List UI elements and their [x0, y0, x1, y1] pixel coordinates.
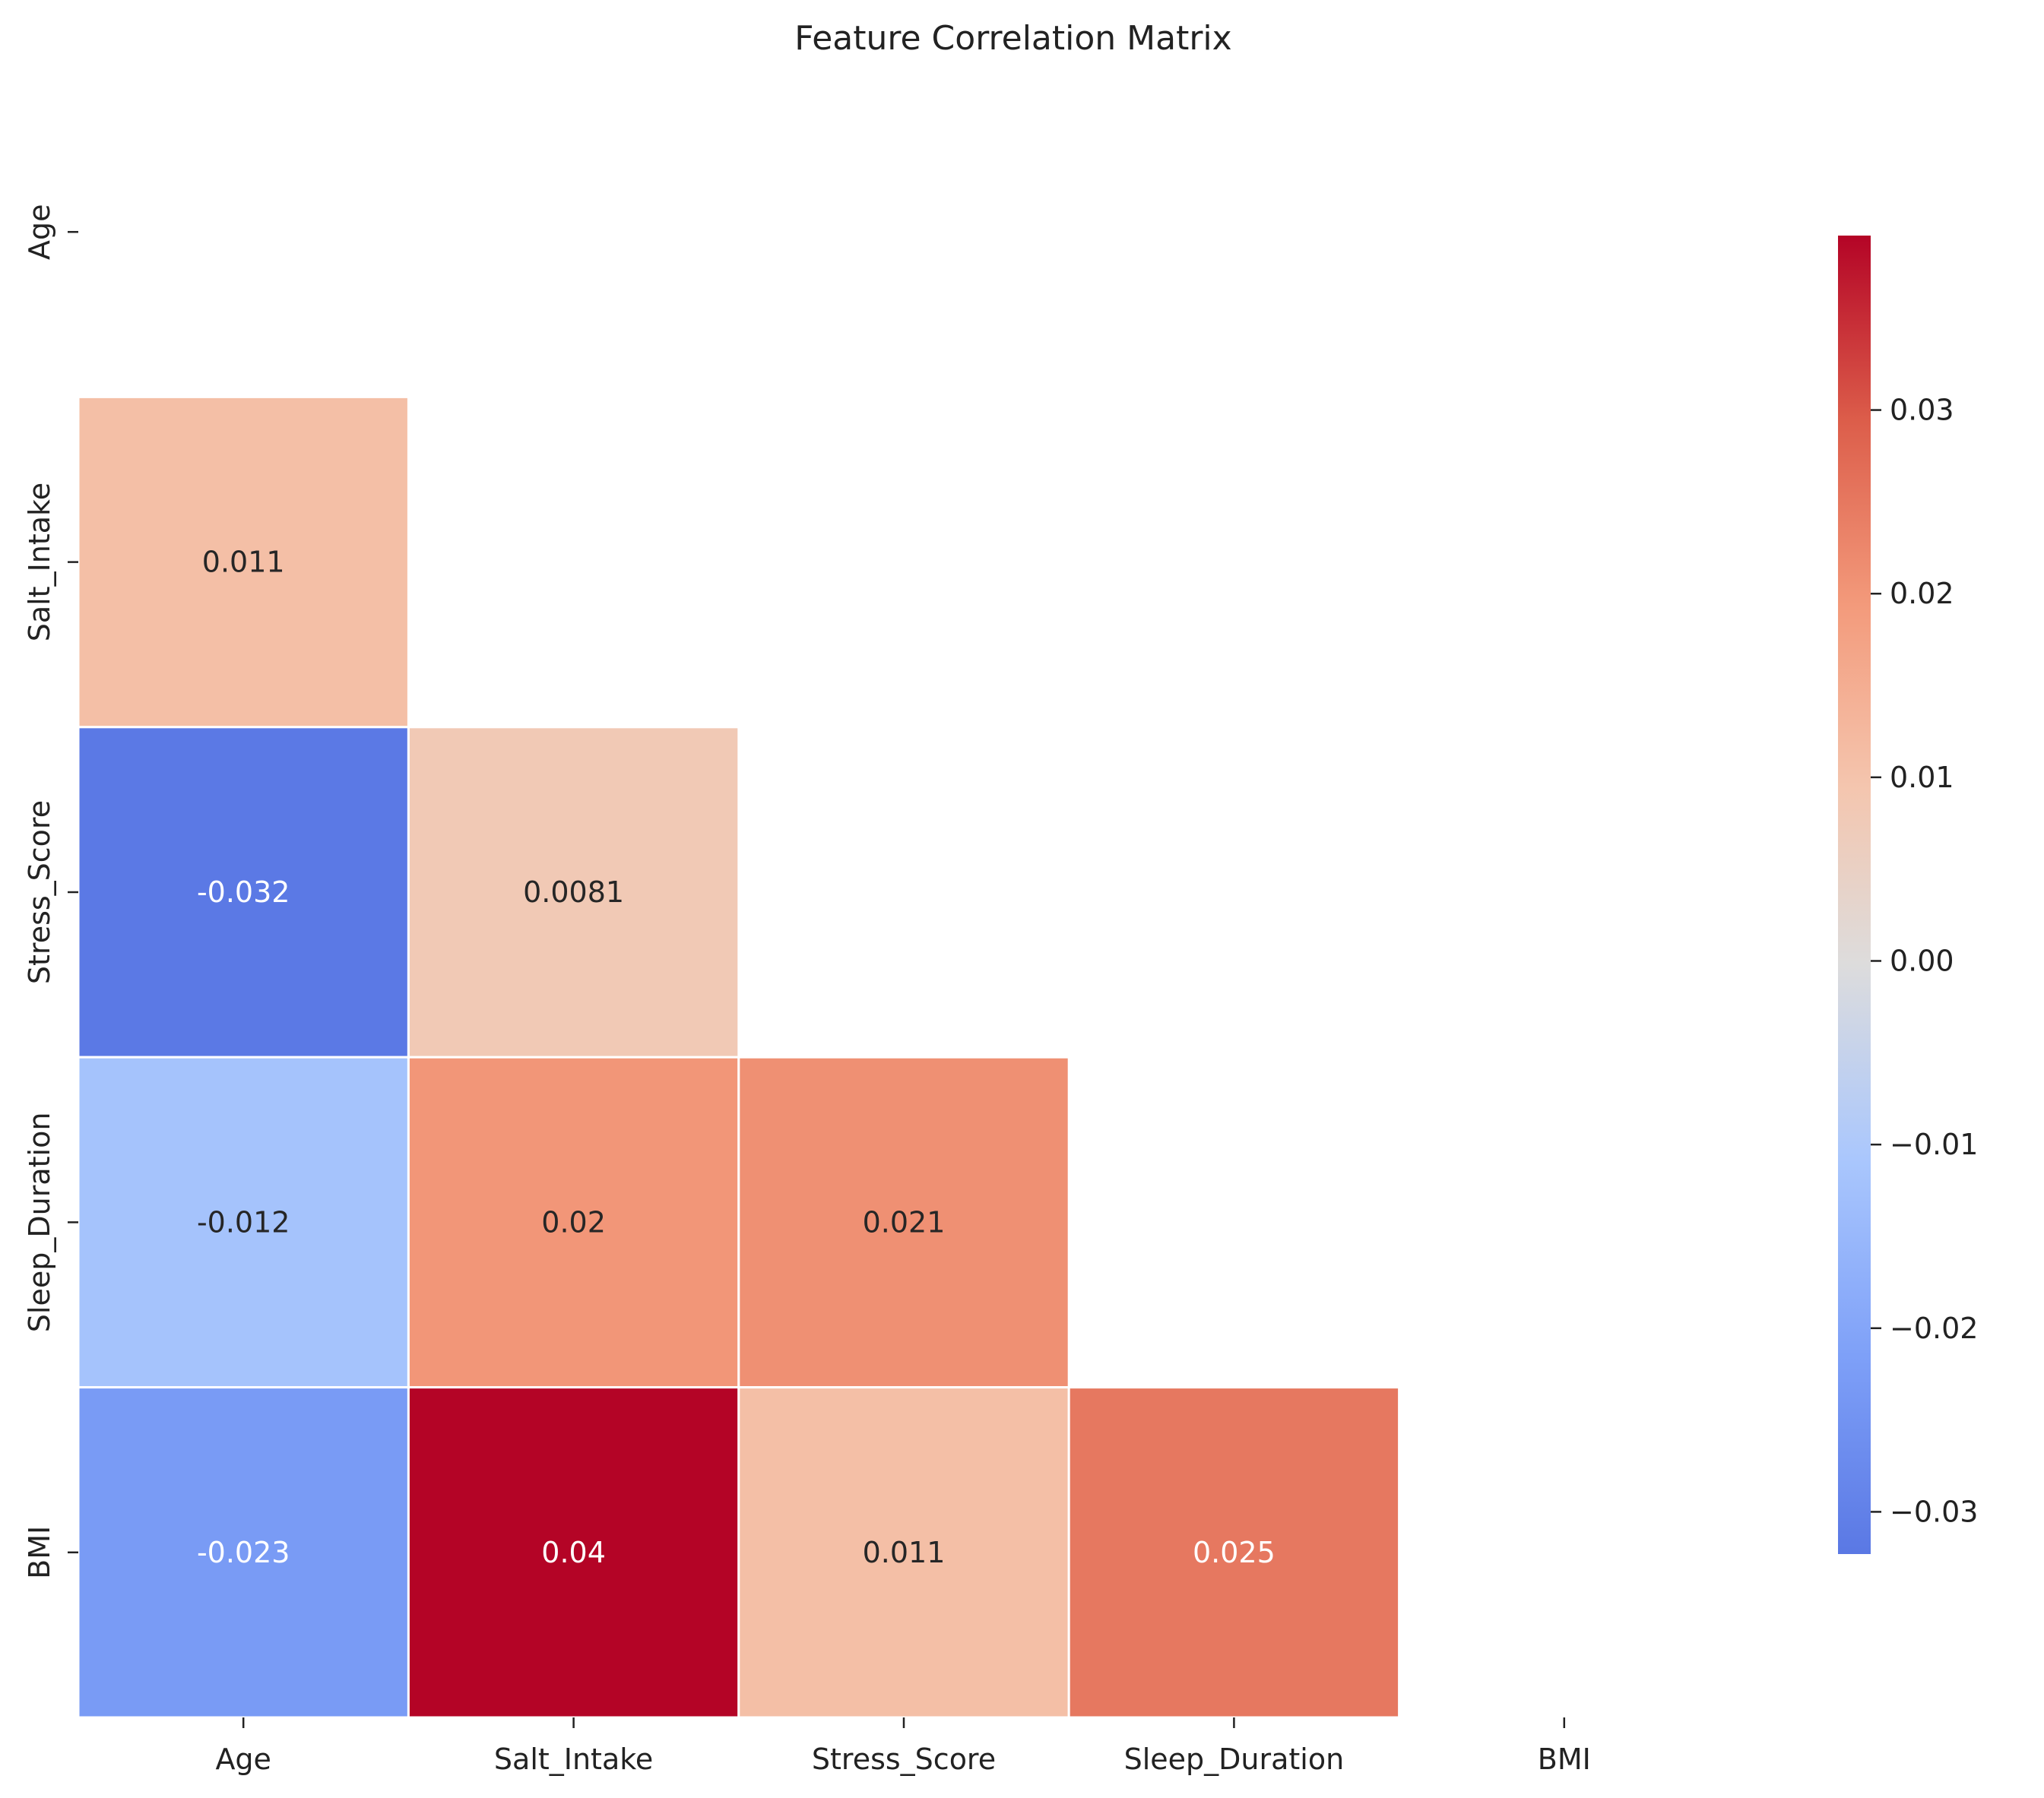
y-tick-label: BMI — [23, 1526, 56, 1579]
x-tick-label: Salt_Intake — [494, 1743, 653, 1776]
cell-value-label: -0.032 — [197, 875, 290, 909]
heatmap-cell — [407, 1386, 740, 1719]
heatmap-cell — [77, 1386, 410, 1719]
cell-value-label: -0.023 — [197, 1536, 290, 1569]
heatmap-cell — [1067, 1386, 1401, 1719]
y-tick-label: Stress_Score — [23, 800, 56, 984]
colorbar: 0.03 0.02 0.01 0.00 −0.01 −0.02 −0.03 — [1838, 236, 1978, 1554]
colorbar-tick-label: 0.03 — [1890, 394, 1954, 427]
heatmap-cell — [77, 1056, 410, 1389]
heatmap-cell — [737, 1056, 1070, 1389]
heatmap-cell — [407, 1056, 740, 1389]
heatmap-cell — [77, 395, 410, 729]
heatmap-cell — [77, 726, 410, 1059]
x-axis: Age Salt_Intake Stress_Score Sleep_Duration… — [215, 1717, 1591, 1776]
x-tick-label: Stress_Score — [812, 1743, 996, 1776]
colorbar-ticks: 0.03 0.02 0.01 0.00 −0.01 −0.02 −0.03 — [1871, 394, 1978, 1528]
x-tick-label: Sleep_Duration — [1124, 1743, 1345, 1776]
colorbar-tick-label: 0.02 — [1890, 577, 1954, 610]
cell-value-label: 0.04 — [541, 1536, 606, 1569]
y-tick-label: Salt_Intake — [23, 483, 56, 641]
cell-value-label: -0.012 — [197, 1205, 290, 1239]
cell-value-label: 0.021 — [863, 1205, 946, 1239]
cell-value-label: 0.025 — [1193, 1536, 1276, 1569]
y-tick-label: Sleep_Duration — [23, 1113, 56, 1333]
heatmap-cell — [407, 726, 740, 1059]
colorbar-tick-label: −0.03 — [1890, 1495, 1978, 1528]
colorbar-tick-label: −0.01 — [1890, 1128, 1978, 1161]
heatmap-cells: 0.011 -0.032 0.0081 -0.012 0.02 0.021 -0.023 0.… — [77, 395, 1401, 1719]
x-tick-label: Age — [215, 1743, 271, 1776]
x-tick-label: BMI — [1538, 1743, 1591, 1776]
colorbar-tick-label: 0.01 — [1890, 761, 1954, 794]
cell-value-label: 0.02 — [541, 1205, 606, 1239]
chart-title: Feature Correlation Matrix — [794, 19, 1231, 58]
colorbar-tick-label: −0.02 — [1890, 1312, 1978, 1345]
y-axis: Age Salt_Intake Stress_Score Sleep_Duration… — [23, 204, 78, 1579]
cell-value-label: 0.0081 — [523, 875, 624, 909]
colorbar-gradient — [1838, 236, 1871, 1554]
colorbar-tick-label: 0.00 — [1890, 944, 1954, 977]
cell-value-label: 0.011 — [202, 546, 285, 579]
y-tick-label: Age — [23, 204, 56, 260]
cell-value-label: 0.011 — [863, 1536, 946, 1569]
